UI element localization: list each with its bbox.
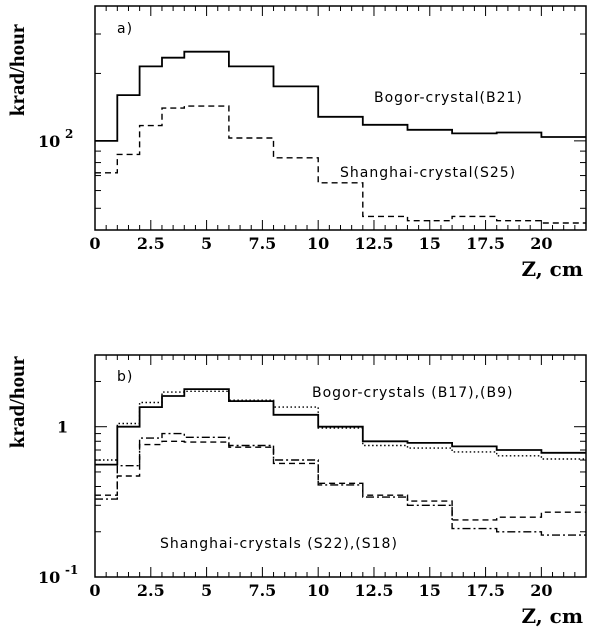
x-tick-label: 17.5	[466, 234, 505, 253]
panel-b-label: b)	[117, 369, 133, 385]
x-tick-label: 10	[307, 581, 329, 600]
x-tick-label: 10	[307, 234, 329, 253]
panel-a-x-tick-labels: 0 2.5 5 7.5 10 12.5 15 17.5 20	[89, 234, 552, 253]
y-tick-label: 10	[38, 132, 60, 151]
x-tick-label: 2.5	[137, 234, 165, 253]
series-line-dotted	[95, 390, 586, 461]
x-tick-label: 15	[419, 234, 441, 253]
x-tick-label: 2.5	[137, 581, 165, 600]
x-tick-label: 15	[419, 581, 441, 600]
x-tick-label: 20	[530, 234, 552, 253]
panel-a-annotation-bogor: Bogor-crystal(B21)	[374, 90, 523, 106]
x-tick-label: 7.5	[248, 234, 276, 253]
panel-a-x-axis-title: Z, cm	[521, 257, 583, 281]
panel-a-annotation-shanghai: Shanghai-crystal(S25)	[340, 165, 516, 181]
y-tick-label: 1	[57, 418, 68, 437]
x-tick-label: 12.5	[354, 581, 393, 600]
series-line-solid	[95, 388, 586, 466]
x-tick-label: 0	[89, 581, 100, 600]
series-line-solid	[95, 50, 586, 142]
x-tick-label: 17.5	[466, 581, 505, 600]
panel-b-y-tick-labels: 1 10 -1	[38, 418, 78, 587]
x-tick-label: 7.5	[248, 581, 276, 600]
y-tick-label: 10	[38, 568, 60, 587]
panel-a-ticks	[94, 5, 587, 231]
y-tick-label-exponent: -1	[65, 563, 78, 577]
panel-a-series	[95, 50, 586, 224]
panel-b-annotation-bogor: Bogor-crystals (B17),(B9)	[312, 385, 514, 401]
series-line-dashdot	[95, 432, 586, 536]
series-line-dashed	[95, 105, 586, 224]
panel-b-ticks	[94, 354, 587, 578]
panel-a: 0 2.5 5 7.5 10 12.5 15 17.5 20 10 2 a) Bogor-crys…	[5, 5, 587, 281]
panel-b-annotation-shanghai: Shanghai-crystals (S22),(S18)	[160, 536, 398, 552]
panel-a-y-axis-title: krad/hour	[5, 24, 29, 116]
panel-a-label: a)	[117, 21, 133, 37]
panel-b-y-axis-title: krad/hour	[5, 356, 29, 448]
x-tick-label: 0	[89, 234, 100, 253]
x-tick-label: 5	[201, 581, 212, 600]
panel-a-frame	[94, 5, 587, 231]
x-tick-label: 12.5	[354, 234, 393, 253]
x-tick-label: 5	[201, 234, 212, 253]
panel-a-y-tick-labels: 10 2	[38, 127, 73, 151]
panel-b-x-axis-title: Z, cm	[521, 604, 583, 628]
series-line-dashed	[95, 440, 586, 521]
panel-b: 0 2.5 5 7.5 10 12.5 15 17.5 20 1 10 -1 b) Bogor-cr…	[5, 354, 587, 628]
y-tick-label-exponent: 2	[65, 127, 73, 141]
panel-b-series	[95, 388, 586, 536]
x-tick-label: 20	[530, 581, 552, 600]
panel-b-x-tick-labels: 0 2.5 5 7.5 10 12.5 15 17.5 20	[89, 581, 552, 600]
